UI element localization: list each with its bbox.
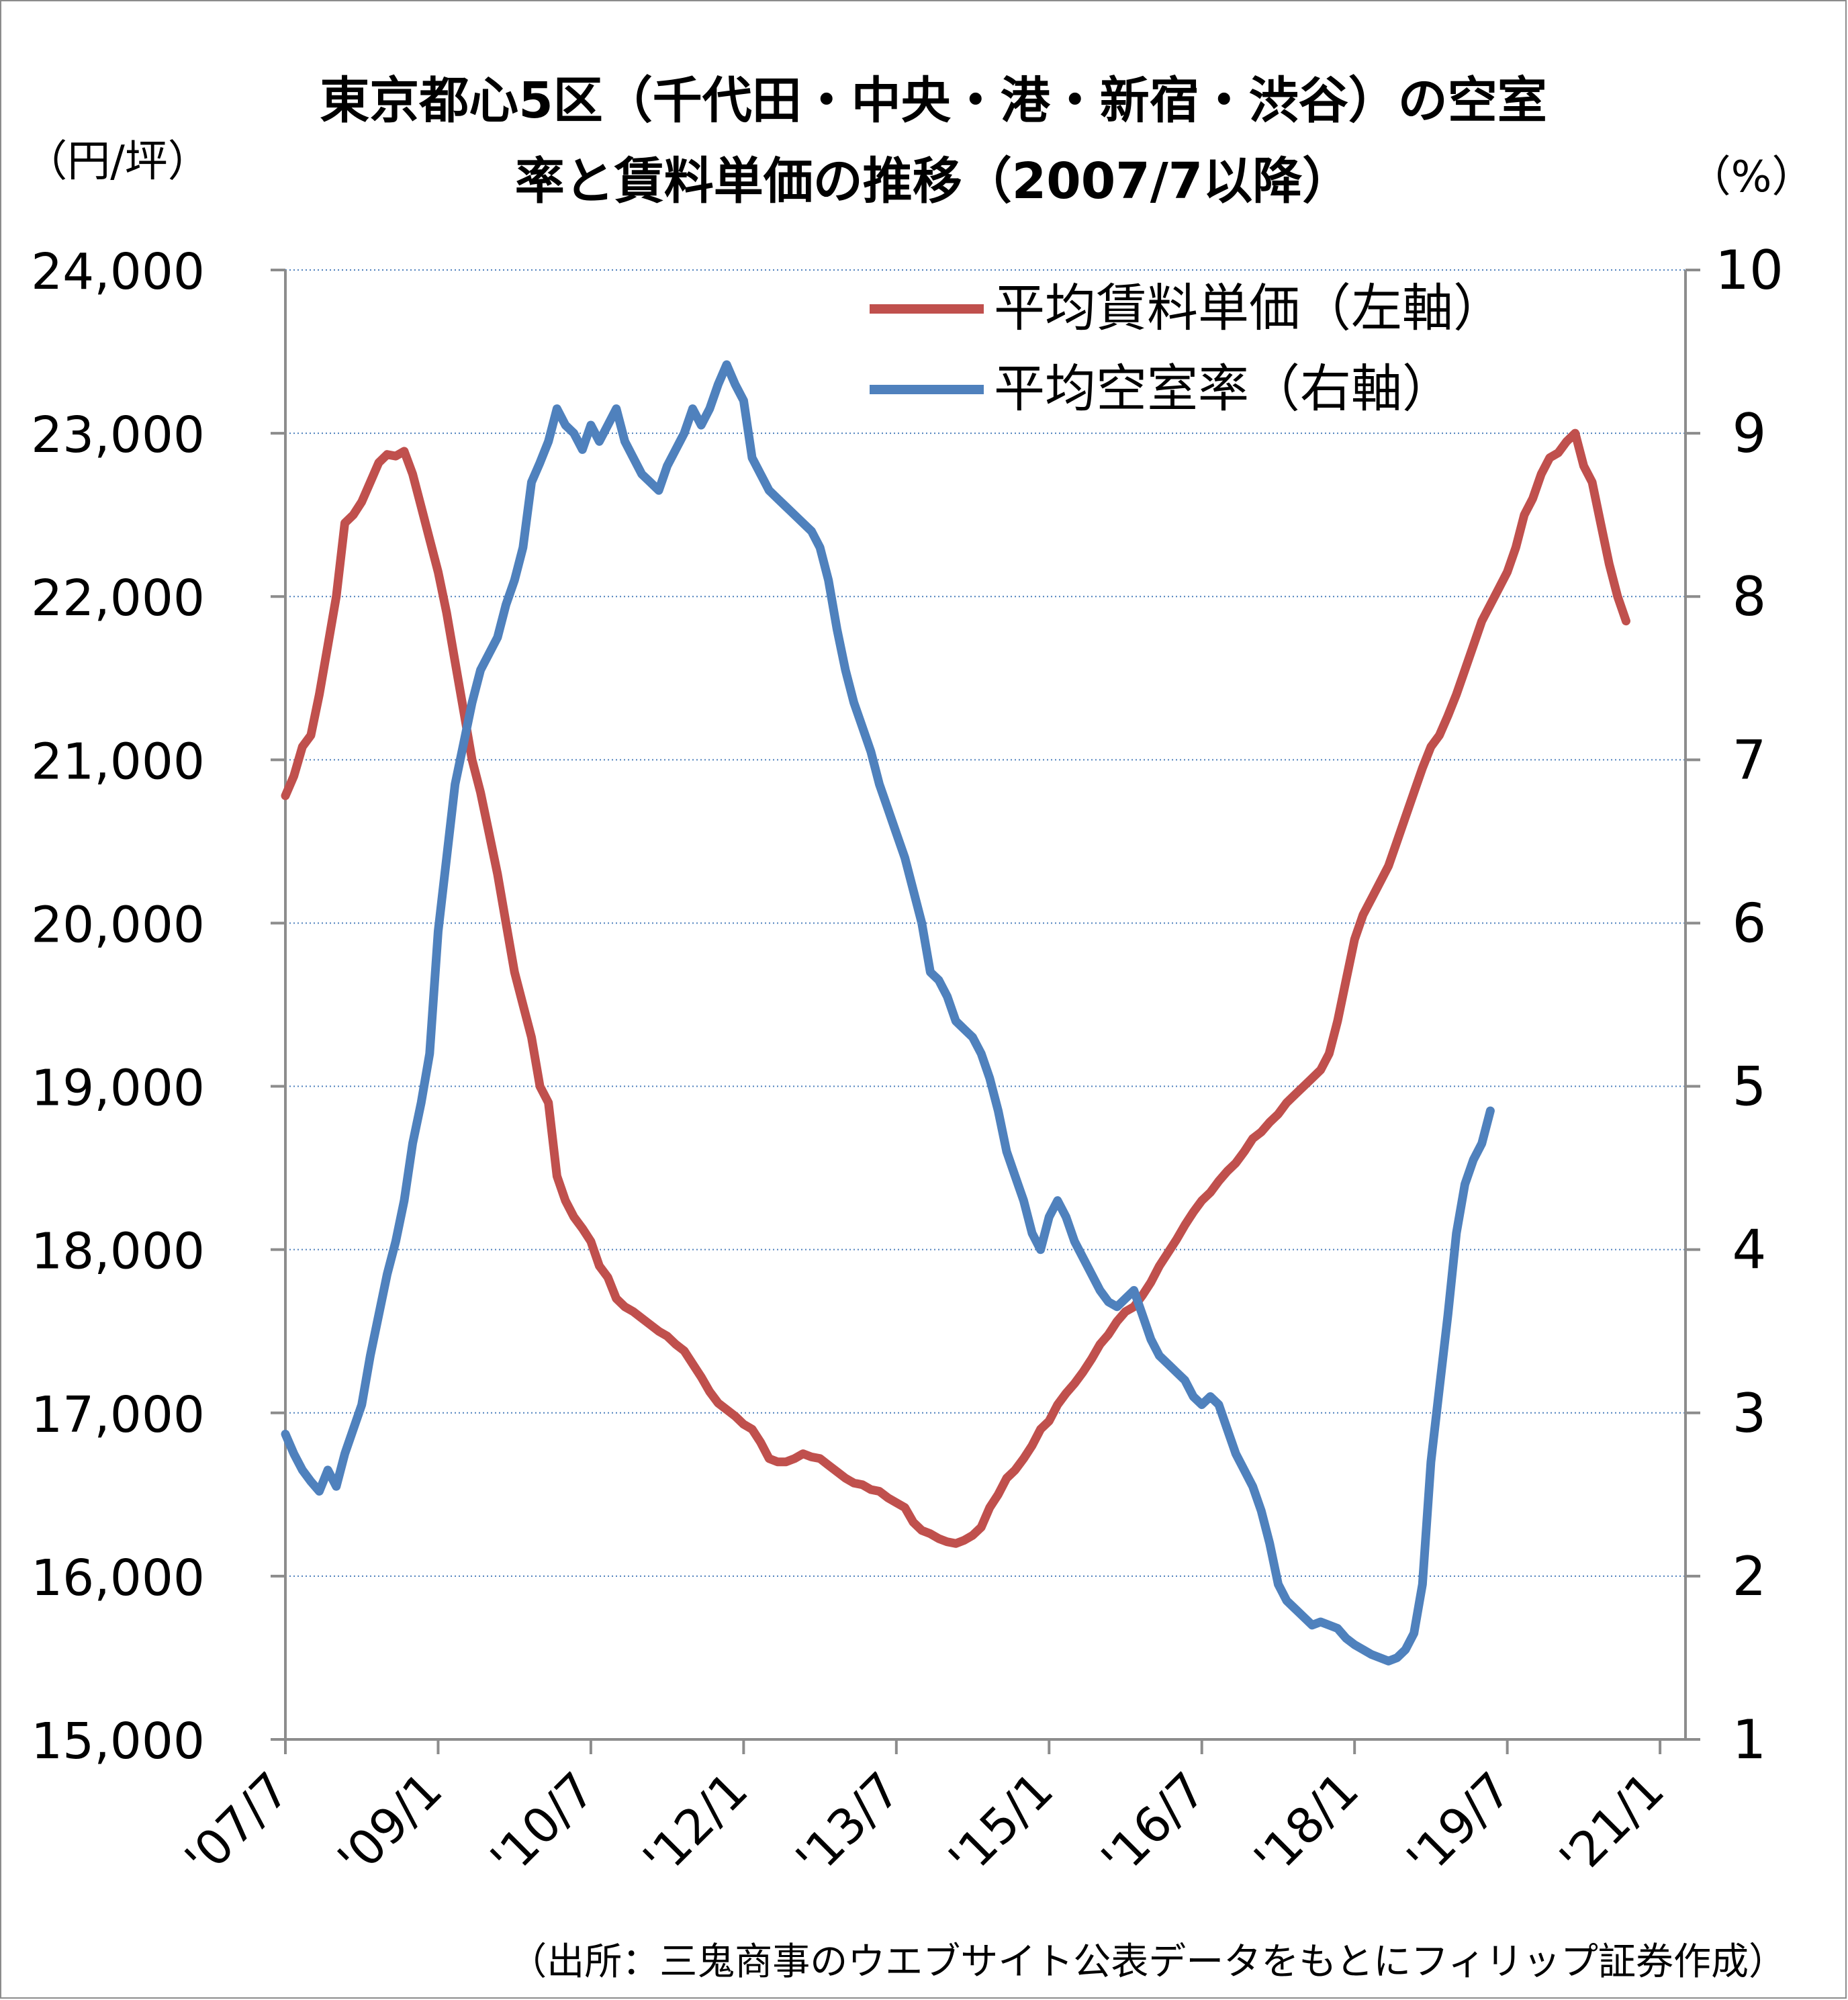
series-lines [281, 360, 1630, 1666]
chart-title-line1: 東京都心5区（千代田・中央・港・新宿・渋谷）の空室 [320, 72, 1547, 130]
y-left-tick-label: 17,000 [31, 1386, 205, 1444]
x-tick-label: '13/7 [785, 1762, 911, 1888]
x-tick-label: '12/1 [633, 1762, 759, 1888]
y-right-unit-label: （%） [1688, 152, 1815, 202]
chart-title-line2: 率と賃料単価の推移（2007/7以降） [515, 152, 1352, 210]
y-left-tick-label: 20,000 [31, 896, 205, 954]
y-left-tick-label: 15,000 [31, 1713, 205, 1770]
y-right-tick-label: 2 [1732, 1545, 1767, 1608]
y-right-tick-label: 10 [1715, 239, 1784, 302]
y-right-tick-label: 6 [1732, 892, 1767, 954]
x-tick-label: '07/7 [174, 1762, 300, 1888]
y-right-tick-label: 9 [1732, 402, 1767, 465]
x-tick-label: '16/7 [1091, 1762, 1217, 1888]
x-tick-label: '09/1 [327, 1762, 453, 1888]
y-left-unit-label: （円/坪） [24, 137, 211, 187]
y-left-tick-label: 24,000 [31, 243, 205, 301]
y-left-tick-label: 19,000 [31, 1060, 205, 1118]
x-tick-label: '19/7 [1396, 1762, 1522, 1888]
y-left-tick-label: 18,000 [31, 1223, 205, 1281]
x-tick-label: '15/1 [938, 1762, 1064, 1888]
series-line-rent [281, 428, 1630, 1548]
y-right-tick-label: 5 [1732, 1056, 1767, 1118]
x-tick-label: '18/1 [1243, 1762, 1369, 1888]
x-tick-label: '21/1 [1549, 1762, 1675, 1888]
y-left-tick-label: 22,000 [31, 570, 205, 627]
source-note: （出所：三鬼商事のウエブサイト公表データをもとにフィリップ証券作成） [509, 1940, 1786, 1984]
x-tick-label: '10/7 [479, 1762, 606, 1888]
legend: 平均賃料単価（左軸） 平均空室率（右軸） [870, 278, 1504, 418]
y-right-tick-label: 7 [1732, 729, 1767, 791]
gridlines [285, 269, 1685, 1577]
series-line-vacancy [281, 360, 1495, 1666]
y-left-tick-label: 23,000 [31, 406, 205, 464]
tick-labels: 15,000 1 16,000 2 17,000 3 18,000 4 19,000 5 20,00… [31, 239, 1784, 1887]
y-left-tick-label: 21,000 [31, 733, 205, 790]
y-right-tick-label: 8 [1732, 565, 1767, 628]
y-right-tick-label: 1 [1732, 1709, 1767, 1771]
y-right-tick-label: 4 [1732, 1219, 1767, 1281]
y-right-tick-label: 3 [1732, 1382, 1767, 1445]
legend-label-vacancy: 平均空室率（右軸） [994, 359, 1453, 418]
legend-label-rent: 平均賃料単価（左軸） [994, 278, 1504, 338]
axes [271, 269, 1700, 1754]
y-left-tick-label: 16,000 [31, 1549, 205, 1607]
